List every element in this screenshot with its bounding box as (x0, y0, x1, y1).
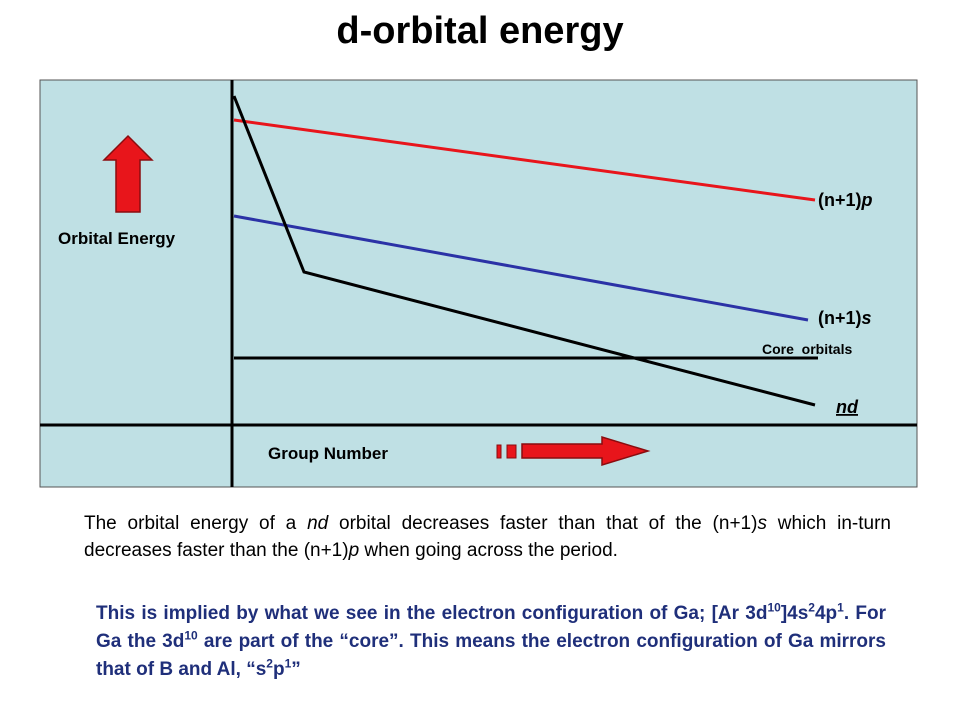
dash-mark-icon (506, 444, 517, 459)
y-axis-label: Orbital Energy (58, 229, 176, 248)
label-core-orbitals: Core orbitals (762, 341, 852, 357)
x-axis-label: Group Number (268, 444, 388, 463)
label-np1-s: (n+1)s (818, 308, 872, 328)
ga-configuration-paragraph: This is implied by what we see in the el… (96, 600, 887, 680)
label-np1-p: (n+1)p (818, 190, 873, 210)
np1-s-line (233, 214, 809, 322)
label-nd: nd (836, 397, 859, 417)
np1-p-line (233, 118, 816, 202)
diagram-panel (39, 79, 918, 488)
dash-mark-icon (496, 444, 502, 459)
page-title: d-orbital energy (336, 10, 624, 52)
up-arrow-icon (102, 134, 154, 213)
nd-line (232, 95, 816, 407)
right-arrow-icon (521, 435, 651, 467)
explanation-paragraph: The orbital energy of a nd orbital decre… (84, 513, 891, 561)
